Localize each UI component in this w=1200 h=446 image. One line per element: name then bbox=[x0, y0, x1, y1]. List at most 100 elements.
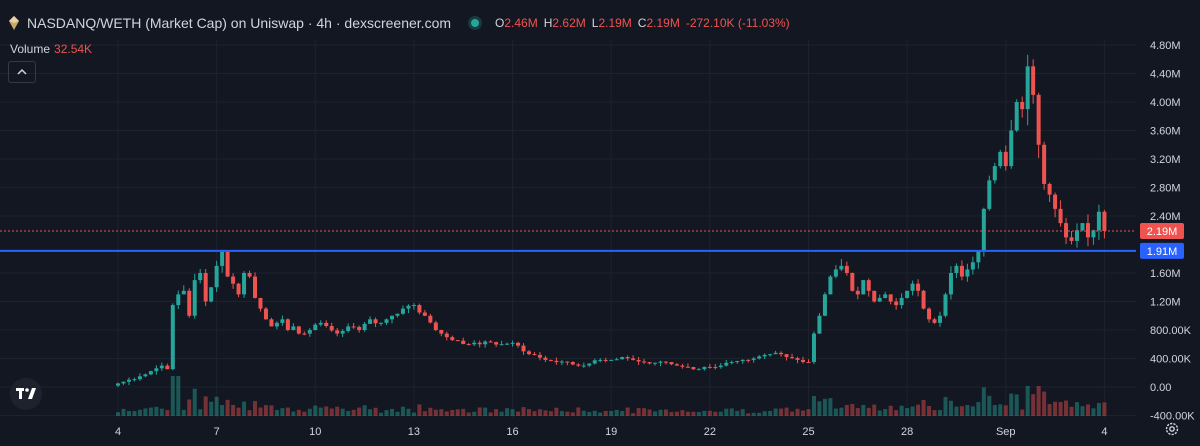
volume-bar bbox=[833, 408, 838, 416]
candle-body bbox=[685, 366, 690, 368]
candle-body bbox=[653, 362, 658, 364]
candle-body bbox=[614, 359, 619, 361]
volume-bar bbox=[713, 411, 718, 416]
candle-body bbox=[269, 319, 274, 327]
candle-body bbox=[938, 315, 942, 323]
volume-bar bbox=[1102, 402, 1107, 416]
candle-body bbox=[883, 294, 888, 298]
candle-body bbox=[384, 319, 389, 323]
candle-body bbox=[329, 326, 334, 331]
candle-body bbox=[970, 262, 975, 270]
candle-body bbox=[176, 294, 181, 306]
candle-body bbox=[537, 354, 542, 358]
candle-body bbox=[746, 359, 751, 361]
volume-bar bbox=[581, 410, 586, 416]
volume-bar bbox=[192, 388, 197, 416]
x-tick-label: 13 bbox=[408, 426, 420, 438]
x-tick-label: 28 bbox=[901, 426, 913, 438]
candle-body bbox=[143, 374, 148, 377]
y-tick-label: 3.20M bbox=[1150, 154, 1181, 166]
candle-body bbox=[1042, 144, 1047, 184]
y-tick-label: 4.80M bbox=[1150, 40, 1181, 52]
volume-bar bbox=[866, 407, 871, 416]
candle-body bbox=[724, 362, 729, 366]
volume-bar bbox=[1047, 404, 1052, 416]
volume-bar bbox=[384, 410, 389, 416]
candle-body bbox=[313, 324, 318, 330]
y-tick-label: 800.00K bbox=[1150, 325, 1192, 337]
candle-body bbox=[1080, 223, 1085, 231]
candle-body bbox=[828, 276, 833, 295]
volume-bar bbox=[472, 411, 477, 416]
y-tick-label: -400.00K bbox=[1150, 411, 1195, 423]
volume-bar bbox=[795, 408, 800, 416]
support-price-tag bbox=[1140, 242, 1184, 259]
candle-body bbox=[916, 283, 921, 291]
volume-bar bbox=[253, 401, 257, 416]
y-tick-label: 2.80M bbox=[1150, 183, 1181, 195]
y-axis: 4.80M 4.40M 4.00M 3.60M 3.20M 2.80M 2.40M 1.60M… bbox=[1150, 40, 1195, 423]
volume-bar bbox=[1042, 391, 1047, 416]
volume-bar bbox=[877, 410, 882, 416]
candle-body bbox=[647, 362, 652, 364]
volume-bar bbox=[220, 404, 225, 416]
candle-body bbox=[905, 290, 910, 298]
candle-body bbox=[587, 363, 592, 366]
candle-body bbox=[368, 319, 373, 324]
candle-body bbox=[488, 341, 493, 343]
volume-bar bbox=[718, 411, 723, 416]
volume-bar bbox=[159, 408, 164, 416]
volume-bar bbox=[274, 409, 279, 416]
x-tick-label: Sep bbox=[996, 426, 1016, 438]
volume-bar bbox=[696, 411, 701, 416]
volume-bar bbox=[636, 408, 641, 416]
candle-body bbox=[236, 283, 241, 295]
volume-bar bbox=[790, 411, 795, 416]
volume-bar bbox=[1069, 406, 1074, 416]
candle-body bbox=[932, 319, 937, 323]
volume-bar bbox=[521, 407, 526, 416]
candle-body bbox=[910, 283, 915, 291]
candle-body bbox=[981, 208, 986, 252]
volume-bar bbox=[801, 410, 805, 416]
candle-body bbox=[198, 273, 203, 281]
x-tick-label: 19 bbox=[605, 426, 617, 438]
volume-bar bbox=[861, 404, 866, 416]
candle-body bbox=[872, 290, 877, 302]
volume-bar bbox=[576, 407, 581, 416]
candle-body bbox=[1096, 211, 1101, 231]
candle-body bbox=[340, 330, 345, 334]
live-status-dot bbox=[471, 19, 480, 27]
volume-bar bbox=[379, 412, 384, 416]
candle-body bbox=[899, 297, 904, 306]
volume-bar bbox=[1096, 403, 1101, 416]
volume-bar bbox=[1058, 402, 1063, 416]
volume-bar bbox=[400, 406, 405, 416]
volume-bar bbox=[905, 408, 910, 416]
candle-body bbox=[636, 359, 641, 362]
candle-body bbox=[510, 342, 515, 344]
candle-body bbox=[691, 367, 696, 370]
candle-body bbox=[154, 368, 159, 372]
volume-bar bbox=[965, 404, 970, 416]
volume-bar bbox=[307, 408, 312, 416]
tradingview-logo-icon[interactable] bbox=[10, 378, 42, 410]
collapse-legend-button[interactable] bbox=[8, 61, 36, 83]
volume-bar bbox=[872, 404, 877, 416]
candle-body bbox=[773, 352, 778, 355]
y-tick-label: 0.00 bbox=[1150, 382, 1171, 394]
candle-body bbox=[148, 371, 153, 375]
x-tick-label: 10 bbox=[309, 426, 321, 438]
gear-icon[interactable] bbox=[1164, 421, 1180, 437]
volume-value: 32.54K bbox=[54, 42, 93, 56]
candle-body bbox=[850, 273, 855, 291]
volume-bar bbox=[165, 410, 170, 416]
volume-bar bbox=[411, 412, 416, 416]
volume-bar bbox=[806, 409, 811, 416]
volume-label: Volume bbox=[10, 42, 51, 56]
candle-body bbox=[483, 341, 488, 345]
candle-body bbox=[592, 360, 597, 364]
candle-body bbox=[285, 319, 290, 330]
volume-bar bbox=[214, 396, 219, 416]
